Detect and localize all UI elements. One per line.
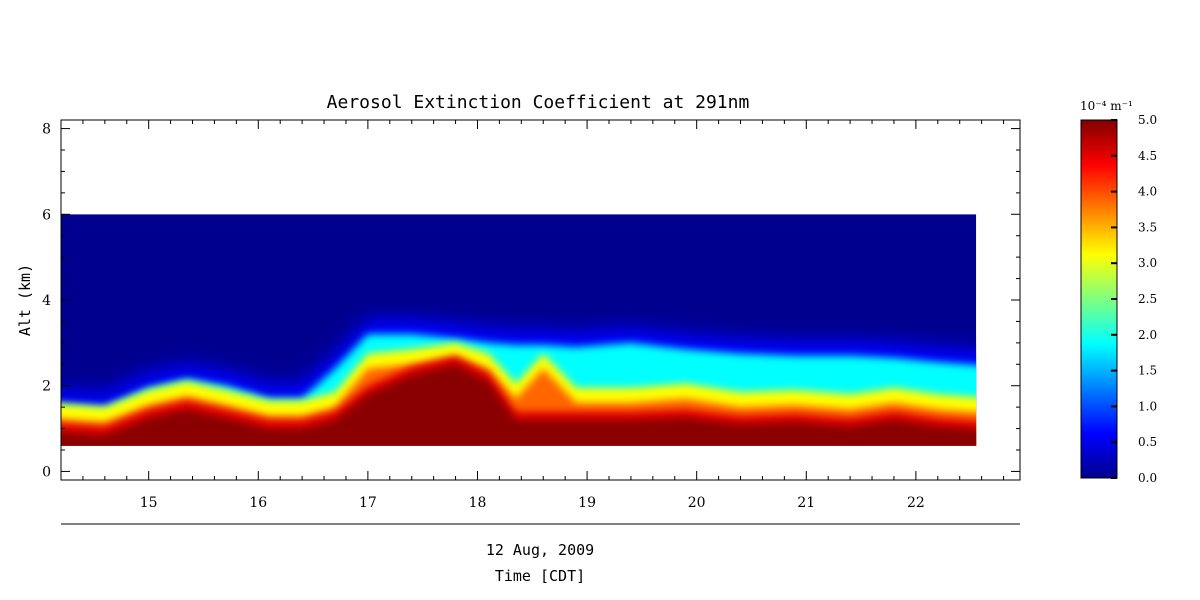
colorbar-tick-label: 1.5	[1138, 364, 1157, 378]
y-tick-label: 8	[42, 122, 51, 138]
colorbar-tick-label: 0.0	[1138, 471, 1157, 485]
y-tick-label: 6	[42, 207, 51, 223]
band-red	[61, 355, 977, 446]
y-axis: 0 2 4 6 8	[42, 122, 1020, 480]
colorbar-tick-label: 0.5	[1138, 435, 1157, 449]
x-tick-label: 22	[907, 495, 925, 511]
x-axis: 15 16 17 18 19 20 21 22	[60, 120, 1005, 511]
colorbar-tick-label: 2.5	[1138, 292, 1157, 306]
x-tick-label: 19	[578, 495, 596, 511]
colorbar-tick-label: 2.0	[1138, 328, 1157, 342]
y-tick-label: 2	[42, 379, 51, 395]
colorbar-tick-label: 3.0	[1138, 256, 1157, 270]
colorbar-tick-label: 4.5	[1138, 149, 1157, 163]
colorbar-tick-label: 1.0	[1138, 399, 1157, 413]
colorbar-tick-label: 3.5	[1138, 220, 1157, 234]
y-tick-label: 0	[42, 464, 51, 480]
colorbar-unit-label: 10⁻⁴ m⁻¹	[1080, 99, 1133, 113]
date-label: 12 Aug, 2009	[486, 541, 594, 559]
x-tick-label: 16	[249, 495, 267, 511]
colorbar-ticks: 0.0 0.5 1.0 1.5 2.0 2.5 3.0 3.5 4.0 4.5 5.0	[1111, 113, 1157, 485]
x-tick-label: 17	[359, 495, 377, 511]
chart-title: Aerosol Extinction Coefficient at 291nm	[327, 92, 750, 113]
colorbar-tick-label: 5.0	[1138, 113, 1157, 127]
x-axis-label: Time [CDT]	[495, 567, 585, 585]
band-darkred	[61, 364, 977, 446]
x-tick-label: 21	[797, 495, 815, 511]
y-tick-label: 4	[42, 293, 51, 309]
y-axis-label: Alt (km)	[16, 264, 34, 336]
x-tick-label: 20	[688, 495, 706, 511]
colorbar-tick-label: 4.0	[1138, 185, 1157, 199]
x-tick-label: 15	[140, 495, 158, 511]
heatmap	[61, 214, 977, 446]
x-tick-label: 18	[469, 495, 487, 511]
